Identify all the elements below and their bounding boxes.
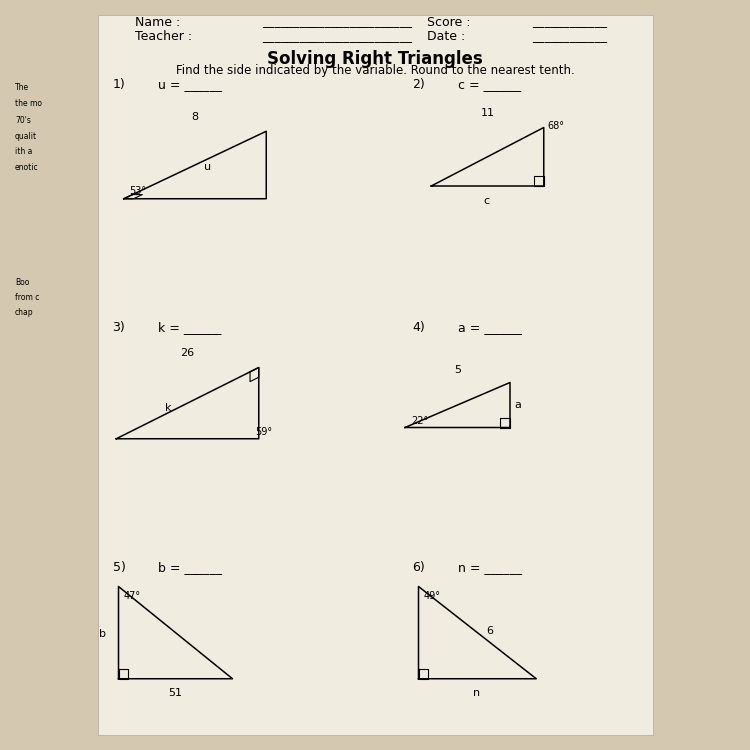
Text: k: k	[164, 403, 171, 413]
Text: b = ______: b = ______	[158, 562, 221, 574]
Text: 4): 4)	[413, 322, 425, 334]
Text: 5): 5)	[112, 562, 125, 574]
Bar	[98, 15, 652, 735]
Text: b: b	[100, 628, 106, 639]
Text: k = ______: k = ______	[158, 322, 220, 334]
Text: Teacher :: Teacher :	[135, 30, 192, 43]
Text: c = ______: c = ______	[458, 78, 520, 91]
Text: ________________________: ________________________	[262, 30, 413, 43]
Text: The: The	[15, 83, 29, 92]
Text: 3): 3)	[112, 322, 125, 334]
Text: 26: 26	[181, 349, 194, 358]
Text: 53°: 53°	[129, 187, 146, 196]
Text: a: a	[514, 400, 521, 410]
Text: 6): 6)	[413, 562, 425, 574]
Text: n: n	[473, 688, 481, 698]
Text: 8: 8	[191, 112, 199, 122]
Text: 1): 1)	[112, 78, 125, 91]
Text: 70's: 70's	[15, 116, 31, 125]
Text: Boo: Boo	[15, 278, 29, 287]
Text: Name :: Name :	[135, 16, 180, 28]
Text: a = ______: a = ______	[458, 322, 521, 334]
Text: u: u	[204, 161, 212, 172]
Text: 6: 6	[486, 626, 493, 637]
Text: n = ______: n = ______	[458, 562, 521, 574]
Text: qualit: qualit	[15, 132, 37, 141]
Text: 22°: 22°	[411, 416, 428, 426]
Text: Date :: Date :	[427, 30, 466, 43]
Text: 59°: 59°	[255, 427, 272, 437]
Text: ith a: ith a	[15, 148, 32, 157]
Text: from c: from c	[15, 293, 39, 302]
Text: the mo: the mo	[15, 100, 42, 109]
Text: 47°: 47°	[124, 591, 141, 601]
Text: ________________________: ________________________	[262, 16, 413, 28]
Text: 68°: 68°	[548, 121, 565, 131]
Text: u = ______: u = ______	[158, 78, 221, 91]
Text: 5: 5	[454, 365, 461, 375]
Text: Score :: Score :	[427, 16, 471, 28]
Text: 2): 2)	[413, 78, 425, 91]
Text: enotic: enotic	[15, 164, 39, 172]
Text: ____________: ____________	[532, 16, 608, 28]
Text: Find the side indicated by the variable. Round to the nearest tenth.: Find the side indicated by the variable.…	[176, 64, 574, 77]
Text: c: c	[483, 196, 489, 206]
Text: ____________: ____________	[532, 30, 608, 43]
Text: 49°: 49°	[424, 591, 441, 601]
Text: Solving Right Triangles: Solving Right Triangles	[267, 50, 483, 68]
Text: 11: 11	[481, 109, 494, 118]
Text: chap: chap	[15, 308, 34, 317]
Text: 51: 51	[169, 688, 182, 698]
